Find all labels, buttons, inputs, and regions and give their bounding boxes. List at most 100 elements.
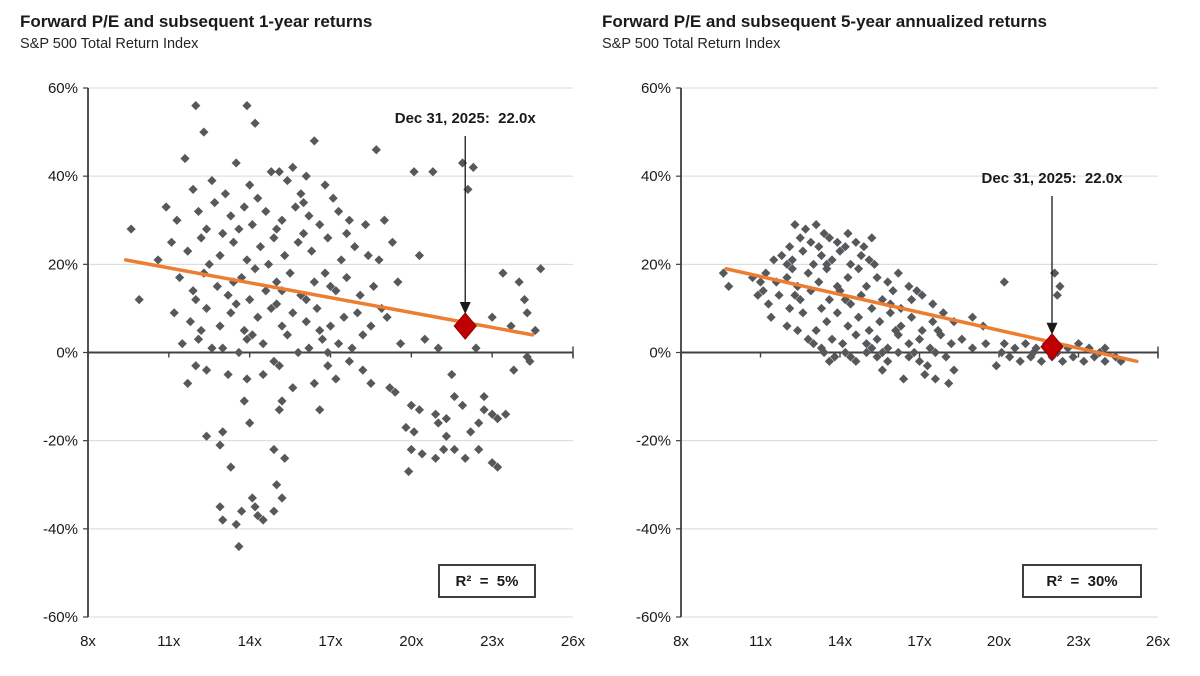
data-point: [218, 427, 228, 437]
data-point: [819, 347, 829, 358]
data-point: [861, 281, 872, 291]
data-point: [255, 242, 266, 252]
data-point: [193, 206, 204, 217]
data-point: [274, 361, 284, 371]
y-tick-label: -60%: [43, 609, 78, 626]
data-point: [261, 286, 271, 296]
data-point: [917, 325, 927, 336]
data-point: [474, 444, 484, 455]
data-point: [266, 303, 276, 314]
data-point: [872, 352, 882, 362]
data-point: [487, 409, 497, 419]
data-point: [766, 312, 776, 322]
data-point: [1079, 356, 1089, 366]
data-point: [840, 242, 850, 252]
data-point: [126, 224, 136, 234]
data-point: [949, 365, 959, 375]
data-point: [843, 228, 853, 239]
data-point: [941, 352, 951, 362]
x-tick-label: 11x: [749, 633, 773, 650]
chart1-r2-box: R² = 5%: [438, 564, 536, 598]
data-point: [183, 378, 193, 388]
data-point: [282, 175, 292, 186]
data-point: [856, 250, 866, 261]
y-tick-label: -20%: [636, 433, 671, 450]
data-point: [280, 250, 290, 261]
data-point: [274, 167, 284, 177]
data-point: [196, 325, 206, 336]
x-tick-label: 20x: [399, 633, 424, 650]
data-point: [207, 175, 217, 186]
data-point: [344, 215, 354, 225]
data-point: [514, 277, 524, 287]
data-point: [215, 440, 225, 450]
data-point: [288, 383, 298, 393]
data-point: [877, 295, 887, 305]
data-point: [530, 325, 540, 336]
data-point: [1100, 343, 1110, 353]
data-point: [328, 193, 338, 203]
data-point: [395, 339, 406, 349]
data-point: [261, 206, 271, 217]
data-point: [867, 343, 877, 353]
data-point: [1028, 347, 1039, 358]
data-point: [414, 250, 425, 261]
data-point: [430, 453, 441, 463]
data-point: [201, 431, 212, 441]
data-point: [758, 286, 768, 296]
data-point: [816, 250, 827, 261]
data-point: [307, 246, 317, 256]
data-point: [827, 334, 837, 344]
data-point: [293, 347, 303, 358]
data-point: [433, 343, 443, 353]
data-point: [282, 330, 292, 340]
data-point: [199, 127, 209, 137]
data-point: [501, 409, 511, 419]
data-point: [272, 224, 282, 234]
data-point: [806, 237, 816, 247]
data-point: [363, 250, 373, 261]
data-point: [777, 250, 787, 261]
data-point: [234, 224, 244, 234]
data-point: [967, 343, 978, 353]
data-point: [492, 414, 503, 424]
data-point: [180, 153, 190, 164]
data-point: [245, 418, 255, 428]
data-point: [231, 299, 241, 309]
data-point: [161, 202, 171, 212]
data-point: [228, 237, 239, 247]
data-point: [218, 228, 228, 239]
data-point: [1005, 352, 1015, 362]
data-point: [242, 101, 252, 111]
data-point: [258, 515, 268, 525]
data-point: [309, 136, 319, 146]
data-point: [1058, 356, 1068, 366]
data-point: [460, 453, 470, 463]
data-point: [888, 286, 898, 296]
data-point: [506, 321, 516, 331]
data-point: [288, 308, 298, 318]
data-point: [236, 272, 247, 283]
data-point: [323, 347, 333, 358]
data-point: [355, 290, 365, 300]
data-point: [816, 303, 827, 314]
data-point: [134, 295, 144, 305]
data-point: [899, 374, 909, 384]
data-point: [371, 145, 381, 155]
data-point: [753, 290, 763, 300]
data-point: [272, 299, 282, 309]
data-point: [250, 118, 260, 128]
data-point: [277, 396, 287, 406]
data-point: [409, 167, 419, 177]
data-point: [859, 242, 869, 252]
data-point: [471, 343, 481, 353]
data-point: [196, 233, 206, 243]
data-point: [832, 237, 842, 247]
data-point: [409, 427, 419, 437]
data-point: [1036, 356, 1046, 366]
data-point: [853, 264, 864, 274]
data-point: [761, 268, 771, 278]
data-point: [803, 268, 813, 278]
data-point: [492, 462, 503, 472]
